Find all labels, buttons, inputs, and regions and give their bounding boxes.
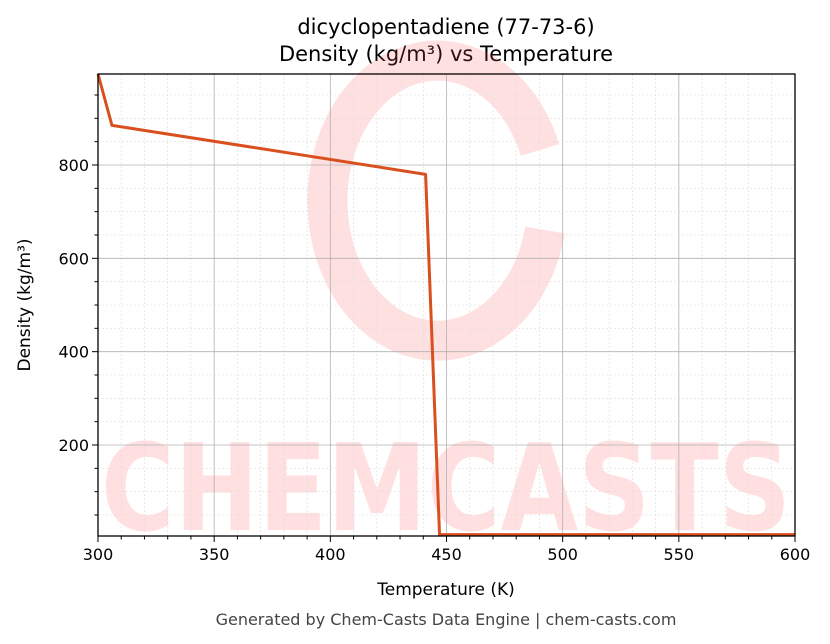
y-tick-label: 600 xyxy=(58,249,89,268)
y-tick-label: 200 xyxy=(58,436,89,455)
chart-subtitle: Density (kg/m³) vs Temperature xyxy=(279,42,613,66)
y-tick-label: 400 xyxy=(58,343,89,362)
chart-title: dicyclopentadiene (77-73-6) xyxy=(297,15,594,39)
x-tick-label: 400 xyxy=(315,545,346,564)
x-tick-label: 550 xyxy=(664,545,695,564)
watermark: CHEMCASTS xyxy=(101,40,791,559)
x-axis-label: Temperature (K) xyxy=(376,580,515,600)
y-tick-label: 800 xyxy=(58,156,89,175)
x-tick-label: 600 xyxy=(780,545,811,564)
x-tick-label: 350 xyxy=(199,545,230,564)
x-tick-label: 450 xyxy=(431,545,462,564)
y-axis-label: Density (kg/m³) xyxy=(15,238,35,371)
x-tick-label: 500 xyxy=(547,545,578,564)
footer-credit: Generated by Chem-Casts Data Engine | ch… xyxy=(216,610,677,629)
x-tick-label: 300 xyxy=(83,545,114,564)
watermark-logo-icon xyxy=(307,40,565,361)
